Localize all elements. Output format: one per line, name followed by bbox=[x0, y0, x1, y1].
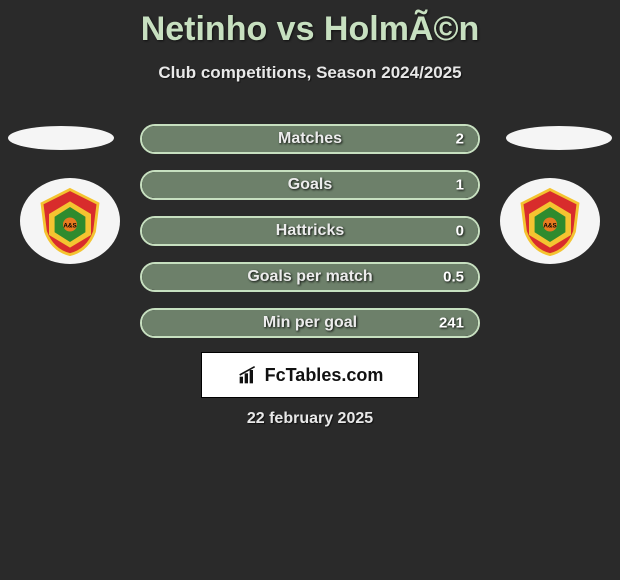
stat-row-matches: Matches 2 bbox=[140, 124, 480, 154]
stat-label: Matches bbox=[278, 130, 342, 148]
stats-panel: Matches 2 Goals 1 Hattricks 0 Goals per … bbox=[140, 124, 480, 354]
shield-icon: A&S bbox=[31, 186, 109, 256]
stat-value: 1 bbox=[456, 177, 464, 194]
page-title: Netinho vs HolmÃ©n bbox=[0, 0, 620, 49]
stat-label: Min per goal bbox=[263, 314, 357, 332]
stat-row-goals: Goals 1 bbox=[140, 170, 480, 200]
bar-chart-icon bbox=[237, 365, 259, 385]
right-player-ellipse bbox=[506, 126, 612, 150]
date-label: 22 february 2025 bbox=[0, 410, 620, 428]
right-club-crest: A&S bbox=[500, 178, 600, 264]
brand-link[interactable]: FcTables.com bbox=[201, 352, 419, 398]
stat-row-mpg: Min per goal 241 bbox=[140, 308, 480, 338]
stat-label: Goals per match bbox=[247, 268, 372, 286]
left-player-ellipse bbox=[8, 126, 114, 150]
svg-text:A&S: A&S bbox=[63, 222, 76, 229]
shield-icon: A&S bbox=[511, 186, 589, 256]
stat-value: 241 bbox=[439, 315, 464, 332]
stat-row-gpm: Goals per match 0.5 bbox=[140, 262, 480, 292]
stat-value: 0.5 bbox=[443, 269, 464, 286]
brand-label: FcTables.com bbox=[265, 365, 384, 386]
stat-value: 2 bbox=[456, 131, 464, 148]
svg-text:A&S: A&S bbox=[543, 222, 556, 229]
stat-label: Goals bbox=[288, 176, 332, 194]
stat-value: 0 bbox=[456, 223, 464, 240]
stat-row-hattricks: Hattricks 0 bbox=[140, 216, 480, 246]
stat-label: Hattricks bbox=[276, 222, 344, 240]
page-subtitle: Club competitions, Season 2024/2025 bbox=[0, 63, 620, 83]
left-club-crest: A&S bbox=[20, 178, 120, 264]
